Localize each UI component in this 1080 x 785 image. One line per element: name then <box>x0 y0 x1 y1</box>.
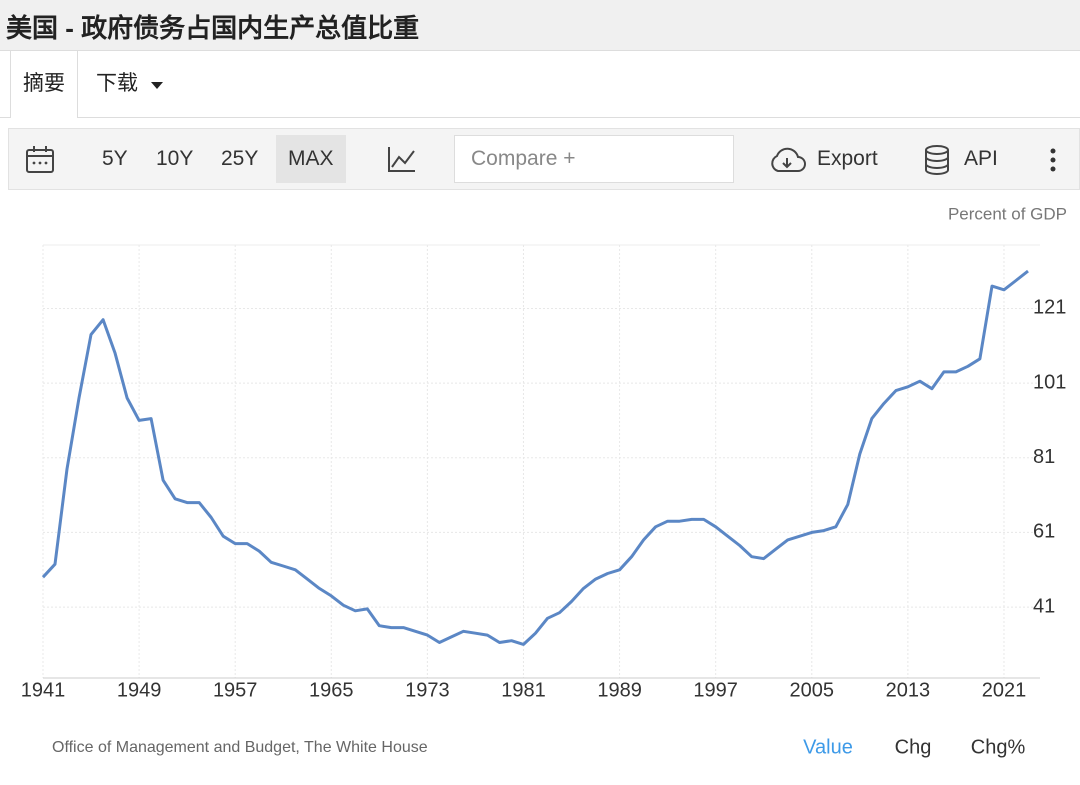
y-tick-label: 81 <box>1033 446 1055 468</box>
mode-button[interactable]: Value <box>803 736 853 758</box>
more-icon[interactable] <box>1049 147 1057 173</box>
y-tick-label: 101 <box>1033 371 1066 393</box>
range-button[interactable]: 25Y <box>221 147 259 170</box>
x-tick-label: 1981 <box>501 679 546 701</box>
x-tick-label: 1957 <box>213 679 258 701</box>
title-bar: 美国 - 政府债务占国内生产总值比重 <box>0 0 1080 51</box>
x-tick-label: 1989 <box>597 679 642 701</box>
export-button[interactable]: Export <box>817 147 878 170</box>
range-button[interactable]: 5Y <box>102 147 128 170</box>
y-tick-label: 121 <box>1033 297 1066 319</box>
x-tick-label: 1965 <box>309 679 354 701</box>
calendar-icon[interactable] <box>25 145 55 175</box>
tab[interactable]: 下载 <box>84 51 176 117</box>
x-tick-label: 2013 <box>886 679 931 701</box>
x-tick-label: 2021 <box>982 679 1027 701</box>
x-tick-label: 1949 <box>117 679 162 701</box>
mode-button[interactable]: Chg% <box>971 736 1026 758</box>
y-tick-label: 61 <box>1033 521 1055 543</box>
range-button[interactable]: MAX <box>276 135 346 183</box>
api-icon[interactable] <box>923 144 951 176</box>
compare-input[interactable]: Compare + <box>454 135 734 183</box>
tab[interactable]: 摘要 <box>10 51 78 118</box>
export-icon[interactable] <box>768 147 806 173</box>
page-title: 美国 - 政府债务占国内生产总值比重 <box>6 13 420 43</box>
range-button[interactable]: 10Y <box>156 147 194 170</box>
chart: Percent of GDP Office of Management and … <box>21 204 1067 758</box>
x-tick-label: 1941 <box>21 679 66 701</box>
api-button[interactable]: API <box>964 147 998 170</box>
x-tick-label: 2005 <box>790 679 835 701</box>
source: Office of Management and Budget, The Whi… <box>52 739 428 756</box>
line-series <box>41 269 1029 646</box>
dropdown-caret <box>150 82 163 89</box>
tabs: 摘要 下载 <box>0 51 1080 118</box>
chart-type-icon[interactable] <box>387 145 417 173</box>
mode-button[interactable]: Chg <box>895 736 932 758</box>
x-tick-label: 1997 <box>693 679 738 701</box>
unit-label: Percent of GDP <box>948 204 1067 223</box>
toolbar: 5Y 10Y 25Y MAX Compare + Export API <box>8 128 1080 190</box>
y-tick-label: 41 <box>1033 595 1055 617</box>
tab-label: 下载 <box>96 72 138 95</box>
x-tick-label: 1973 <box>405 679 450 701</box>
